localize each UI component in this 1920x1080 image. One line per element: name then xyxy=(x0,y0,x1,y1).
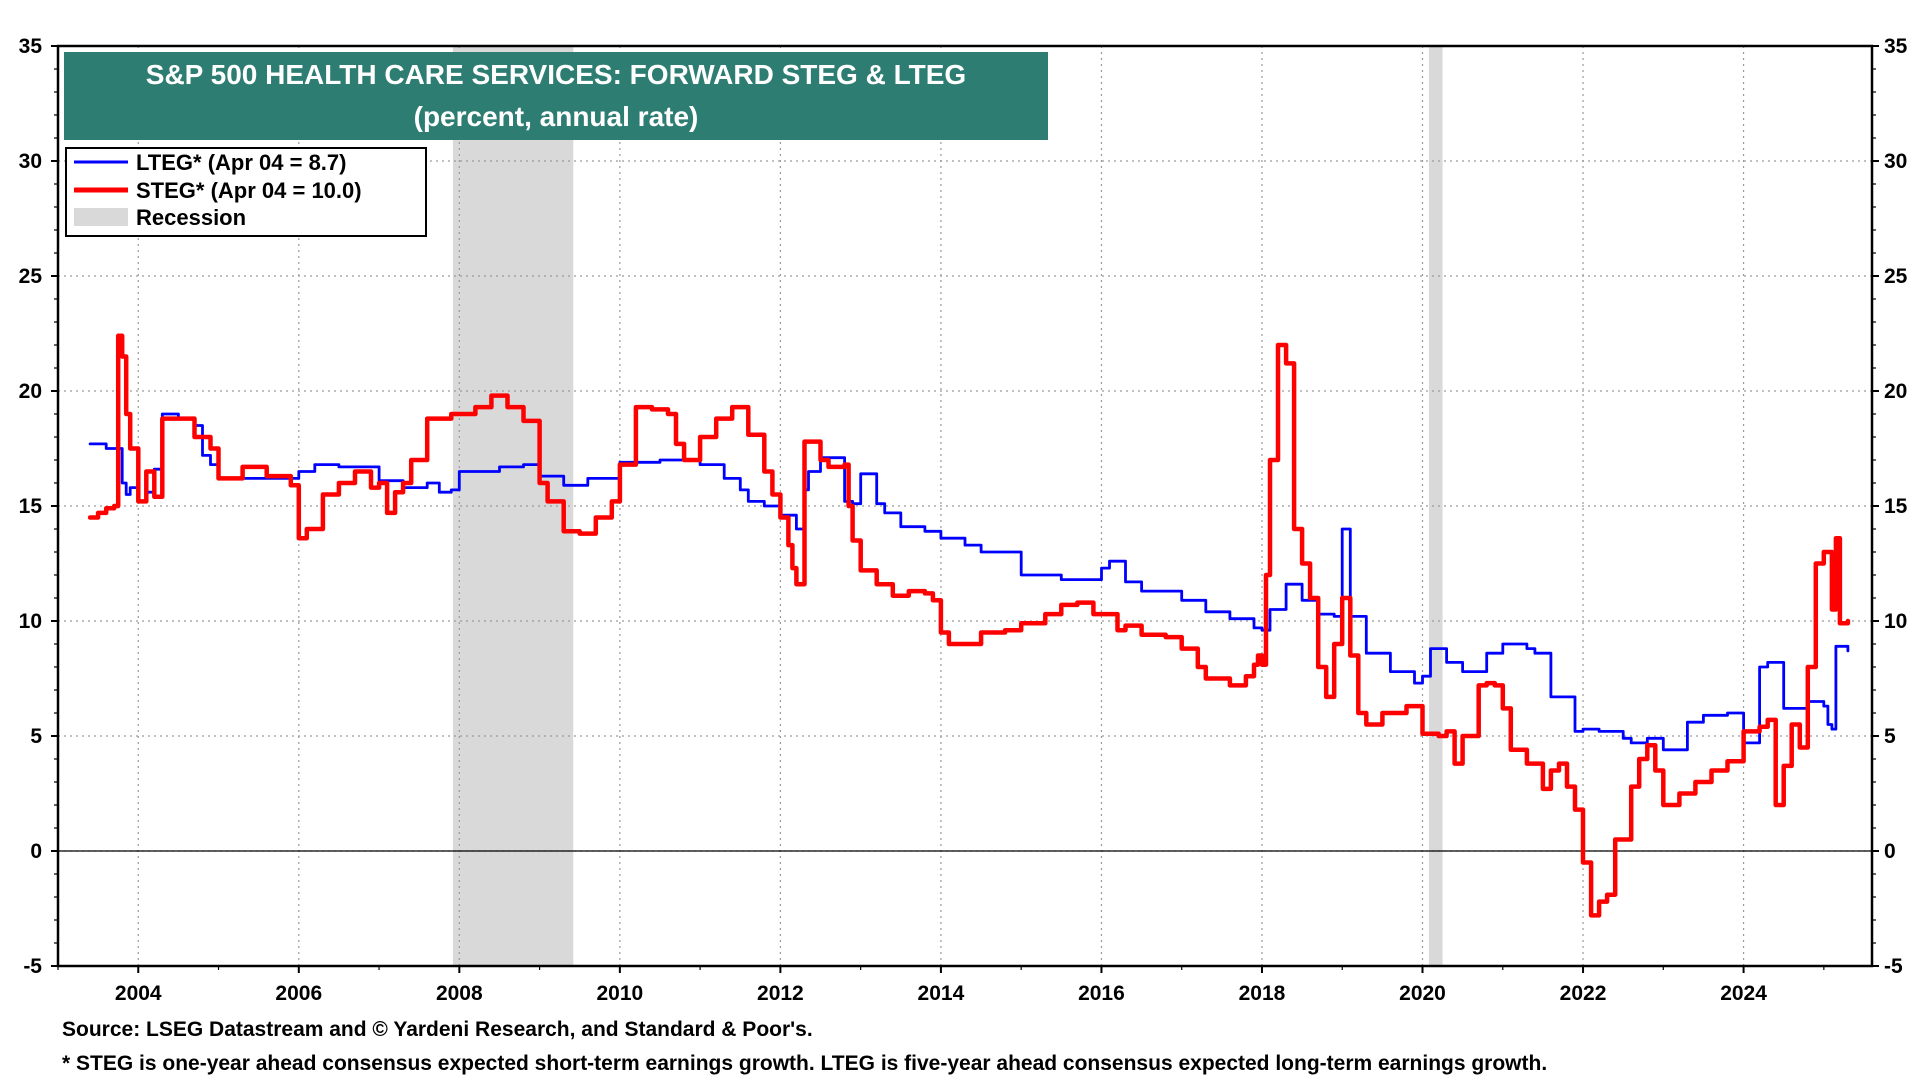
y-tick-label-left: 20 xyxy=(19,380,42,403)
x-tick-label: 2008 xyxy=(436,982,483,1005)
y-tick-label-left: 15 xyxy=(19,495,43,518)
y-tick-label-left: 30 xyxy=(19,150,42,173)
x-tick-label: 2010 xyxy=(596,982,643,1005)
y-tick-label-right: 5 xyxy=(1884,725,1896,748)
y-tick-label-right: 10 xyxy=(1884,610,1907,633)
y-tick-label-left: 25 xyxy=(19,265,43,288)
series-line-steg xyxy=(87,333,1851,918)
title-box: S&P 500 HEALTH CARE SERVICES: FORWARD ST… xyxy=(64,52,1048,140)
x-tick-label: 2004 xyxy=(115,982,162,1005)
x-tick-label: 2022 xyxy=(1560,982,1607,1005)
y-tick-label-left: 5 xyxy=(30,725,42,748)
y-tick-label-right: 20 xyxy=(1884,380,1907,403)
recession-band-1 xyxy=(1428,46,1443,966)
y-tick-label-right: 35 xyxy=(1884,35,1908,58)
y-tick-label-left: 10 xyxy=(19,610,42,633)
x-tick-label: 2014 xyxy=(918,982,965,1005)
gridlines xyxy=(58,46,1872,966)
y-tick-label-right: 30 xyxy=(1884,150,1907,173)
series-line-lteg xyxy=(88,412,1850,752)
x-tick-label: 2012 xyxy=(757,982,804,1005)
legend-label-steg: STEG* (Apr 04 = 10.0) xyxy=(136,178,362,203)
definition-note: * STEG is one-year ahead consensus expec… xyxy=(62,1052,1548,1075)
y-tick-label-left: -5 xyxy=(23,955,42,978)
recession-band-0 xyxy=(452,46,574,966)
y-tick-label-left: 35 xyxy=(19,35,43,58)
series-lines xyxy=(87,333,1851,918)
legend: LTEG* (Apr 04 = 8.7) STEG* (Apr 04 = 10.… xyxy=(65,147,427,237)
x-tick-label: 2016 xyxy=(1078,982,1125,1005)
legend-swatch-recession xyxy=(74,208,128,226)
legend-label-recession: Recession xyxy=(136,205,246,230)
y-tick-label-right: 0 xyxy=(1884,840,1896,863)
y-tick-label-right: -5 xyxy=(1884,955,1903,978)
chart-subtitle: (percent, annual rate) xyxy=(414,101,699,132)
legend-label-lteg: LTEG* (Apr 04 = 8.7) xyxy=(136,150,346,175)
x-tick-label: 2018 xyxy=(1239,982,1286,1005)
title-background xyxy=(64,52,1048,140)
y-tick-label-left: 0 xyxy=(30,840,42,863)
y-tick-label-right: 25 xyxy=(1884,265,1908,288)
source-note: Source: LSEG Datastream and © Yardeni Re… xyxy=(62,1018,813,1041)
x-tick-label: 2006 xyxy=(275,982,322,1005)
x-tick-label: 2024 xyxy=(1720,982,1767,1005)
chart-title: S&P 500 HEALTH CARE SERVICES: FORWARD ST… xyxy=(146,59,966,90)
y-tick-label-right: 15 xyxy=(1884,495,1908,518)
x-tick-label: 2020 xyxy=(1399,982,1446,1005)
